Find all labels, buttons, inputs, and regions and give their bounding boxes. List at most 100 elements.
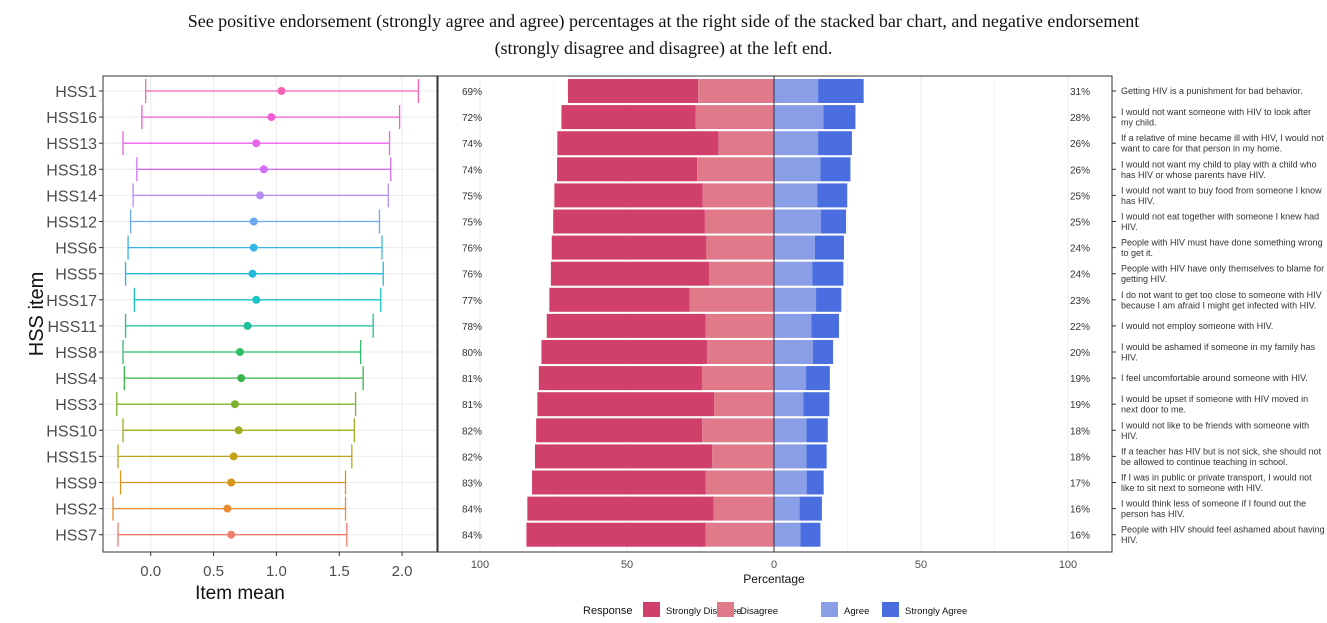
positive-percentage-label: 20%: [1070, 348, 1090, 359]
legend-title: Response: [583, 605, 633, 617]
bar-agree: [774, 470, 807, 495]
legend-label: Strongly Disagree: [666, 606, 742, 617]
item-statement-line: I would not want my child to play with a…: [1121, 159, 1317, 169]
item-statement: If I was in public or private transport,…: [1121, 473, 1312, 494]
positive-percentage-label: 25%: [1070, 218, 1090, 229]
bar-disagree: [701, 366, 774, 391]
item-statement-line: HIV.: [1121, 222, 1138, 232]
bar-strongly-agree: [816, 287, 842, 312]
tick-label-y: HSS3: [55, 397, 97, 414]
tick-label-y: HSS17: [46, 293, 97, 310]
bar-strongly-disagree: [526, 522, 706, 547]
positive-percentage-label: 19%: [1070, 374, 1090, 385]
positive-percentage-label: 26%: [1070, 139, 1090, 150]
item-statement-line: People with HIV must have done something…: [1121, 238, 1323, 248]
bar-strongly-disagree: [536, 418, 703, 443]
bar-strongly-disagree: [541, 340, 707, 364]
bar-strongly-agree: [820, 209, 847, 234]
item-statement-line: want to care for that person in my home.: [1120, 144, 1282, 154]
bar-agree: [774, 157, 821, 182]
positive-percentage-label: 23%: [1070, 296, 1090, 307]
legend-swatch: [717, 602, 734, 617]
bar-agree: [774, 287, 817, 312]
tick-label-y: HSS2: [55, 502, 97, 519]
mean-point: [223, 504, 232, 513]
legend-swatch: [643, 602, 660, 617]
bar-agree: [774, 261, 813, 286]
bar-strongly-agree: [799, 496, 822, 521]
bar-agree: [774, 340, 813, 364]
bar-disagree: [706, 340, 774, 364]
item-statement-line: If a teacher has HIV but is not sick, sh…: [1121, 446, 1322, 456]
item-statement-line: next door to me.: [1121, 405, 1186, 415]
item-statement: If a relative of mine became ill with HI…: [1120, 133, 1324, 154]
tick-label-x: 2.0: [392, 563, 413, 580]
bar-strongly-disagree: [532, 470, 706, 495]
bar-agree: [774, 366, 807, 391]
item-statement-line: getting HIV.: [1121, 274, 1167, 284]
positive-percentage-label: 18%: [1070, 426, 1090, 437]
mean-point: [235, 348, 244, 356]
bar-agree: [774, 79, 819, 103]
tick-label-x: 100: [1059, 559, 1077, 571]
plot-background: [103, 76, 437, 552]
bar-strongly-agree: [812, 261, 844, 286]
tick-label-x: 50: [915, 559, 927, 571]
bar-strongly-agree: [817, 183, 848, 208]
item-statement-line: People with HIV should feel ashamed abou…: [1121, 525, 1325, 535]
negative-percentage-label: 82%: [462, 452, 482, 463]
mean-point: [237, 374, 246, 383]
item-statement-line: HIV.: [1121, 353, 1138, 363]
item-statement-line: If a relative of mine became ill with HI…: [1121, 133, 1324, 143]
bar-strongly-disagree: [550, 261, 710, 286]
bar-strongly-agree: [806, 470, 824, 495]
item-statement: I would not employ someone with HIV.: [1121, 321, 1273, 331]
negative-percentage-label: 81%: [462, 374, 482, 385]
negative-percentage-label: 69%: [462, 87, 482, 98]
item-statement-line: I would be upset if someone with HIV mov…: [1121, 394, 1308, 404]
bar-strongly-agree: [806, 418, 828, 443]
tick-label-x: 0.0: [140, 563, 161, 580]
x-axis-title: Item mean: [195, 583, 285, 604]
bar-disagree: [695, 105, 774, 130]
negative-percentage-label: 82%: [462, 426, 482, 437]
negative-percentage-label: 78%: [462, 322, 482, 333]
negative-percentage-label: 80%: [462, 348, 482, 359]
bar-disagree: [689, 287, 774, 312]
bar-disagree: [706, 235, 774, 260]
item-statement-line: I would not want someone with HIV to loo…: [1121, 107, 1311, 117]
bar-strongly-agree: [818, 79, 864, 103]
bar-strongly-disagree: [527, 496, 714, 521]
item-statement-line: I would be ashamed if someone in my fami…: [1121, 342, 1316, 352]
mean-point: [229, 452, 238, 461]
tick-label-y: HSS16: [46, 110, 97, 127]
bar-disagree: [698, 79, 774, 103]
item-statement-line: my child.: [1121, 118, 1157, 128]
tick-label-y: HSS6: [55, 241, 97, 258]
bar-strongly-agree: [814, 235, 844, 260]
positive-percentage-label: 24%: [1070, 270, 1090, 281]
bar-strongly-disagree: [553, 209, 705, 234]
positive-percentage-label: 16%: [1070, 505, 1090, 516]
item-statement: I would not like to be friends with some…: [1121, 420, 1309, 441]
negative-percentage-label: 74%: [462, 165, 482, 176]
item-statement-line: be allowed to continue teaching in schoo…: [1121, 457, 1288, 467]
bar-disagree: [705, 522, 774, 547]
tick-label-y: HSS15: [46, 449, 97, 466]
item-statement-line: HIV.: [1121, 431, 1138, 441]
positive-percentage-label: 18%: [1070, 452, 1090, 463]
item-statement-line: person has HIV.: [1121, 509, 1185, 519]
y-axis-title: HSS item: [26, 272, 48, 356]
item-statement-line: to get it.: [1121, 248, 1153, 258]
caption-line-2: (strongly disagree and disagree) at the …: [494, 38, 833, 58]
item-mean-errorbar-chart: 0.0 0.5 1.0 1.5 2.0 HSS1 HSS16 HSS13 HSS18 HSS14 H…: [26, 75, 438, 604]
item-statement-line: If I was in public or private transport,…: [1121, 473, 1312, 483]
tick-label-x: 1.5: [329, 563, 350, 580]
negative-percentage-label: 83%: [462, 479, 482, 490]
caption-line-1: See positive endorsement (strongly agree…: [187, 11, 1140, 31]
negative-percentage-label: 76%: [462, 270, 482, 281]
item-statement: I would not want my child to play with a…: [1121, 159, 1317, 180]
tick-label-y: HSS12: [46, 215, 97, 232]
mean-point: [259, 165, 268, 174]
positive-percentage-label: 25%: [1070, 191, 1090, 202]
